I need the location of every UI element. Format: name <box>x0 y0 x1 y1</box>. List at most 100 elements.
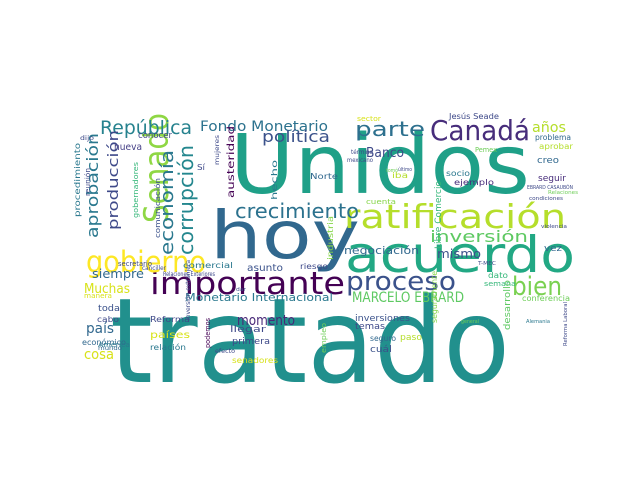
cloud-word: último <box>398 166 412 173</box>
cloud-word: dijo <box>80 135 94 142</box>
cloud-word: inversión extranjera <box>185 260 192 320</box>
cloud-word: mujeres <box>214 135 221 165</box>
cloud-word: término <box>351 149 373 156</box>
cloud-word: seguro <box>370 334 396 343</box>
cloud-word: seguir <box>538 174 566 184</box>
cloud-word: economía <box>157 150 178 255</box>
cloud-word: EBRARD CASAUBÓN <box>527 184 573 191</box>
cloud-word: temas <box>355 322 385 332</box>
cloud-word: comunicación <box>154 178 162 238</box>
cloud-word: mismo <box>437 247 481 261</box>
cloud-word: nueva <box>114 142 142 153</box>
cloud-word: socio <box>446 169 470 178</box>
cloud-word: aprobar <box>539 142 574 151</box>
cloud-word: proceso <box>346 267 456 297</box>
cloud-word: Jesús Seade <box>448 112 499 121</box>
cloud-word: paso <box>400 333 422 343</box>
cloud-word: corrupción <box>174 145 198 255</box>
cloud-word: conferencia <box>522 294 570 303</box>
cloud-word: siempre <box>92 267 144 281</box>
cloud-word: inversión <box>430 227 528 246</box>
cloud-word: condiciones <box>529 196 563 202</box>
cloud-word: dato <box>488 271 508 280</box>
cloud-word: manera <box>84 292 112 300</box>
cloud-word: ratificación <box>344 197 566 236</box>
cloud-word: bien <box>512 272 562 302</box>
cloud-word: reunión <box>84 168 92 196</box>
cloud-word: Relaciones <box>548 190 578 196</box>
cloud-word: cabo <box>97 315 119 324</box>
cloud-word: senadores <box>232 356 278 365</box>
cloud-word: crecimiento <box>235 199 359 223</box>
cloud-word: primera <box>232 337 270 347</box>
cloud-word: años <box>532 120 566 136</box>
cloud-word: conocer <box>138 131 172 141</box>
cloud-word: hecho <box>270 160 279 200</box>
cloud-word: procedimiento <box>73 143 82 217</box>
cloud-word: desarrollo <box>503 279 513 330</box>
cloud-word: tomó <box>386 167 398 174</box>
cloud-word: económico <box>82 337 126 347</box>
cloud-word: creo <box>537 156 560 166</box>
cloud-word: MARCELO EBRARD <box>352 290 464 306</box>
cloud-word: negociación <box>344 244 419 257</box>
cloud-word: vez <box>544 244 562 254</box>
cloud-word: Unidos <box>230 118 530 213</box>
cloud-word: cuenta <box>366 198 396 206</box>
cloud-word: acuerdo <box>345 226 575 284</box>
cloud-word: parte <box>355 117 425 141</box>
cloud-word: asunto <box>247 263 283 274</box>
cloud-word: aprobación <box>83 133 102 238</box>
cloud-word: República <box>100 117 192 139</box>
cloud-word: empleo <box>320 323 328 353</box>
cloud-word: iba <box>392 171 408 180</box>
cloud-word: riesgo <box>300 262 328 271</box>
cloud-word: dar <box>236 287 247 293</box>
cloud-word: Pemex <box>475 146 497 154</box>
cloud-word: Senado <box>137 113 177 223</box>
cloud-word: Fondo Monetario <box>200 119 328 135</box>
cloud-word: mundo <box>98 345 122 352</box>
cloud-word: Alemania <box>526 319 550 325</box>
cloud-word: Norte <box>310 172 338 181</box>
cloud-word: ejemplo <box>454 178 494 187</box>
cloud-word: toda <box>98 304 120 314</box>
cloud-word: canciller <box>142 265 166 272</box>
cloud-word: Monetario Internacional <box>185 291 333 304</box>
cloud-word: hoy <box>210 197 360 274</box>
cloud-word: gobierno <box>86 245 206 279</box>
cloud-word: países <box>150 329 190 341</box>
cloud-word: T-MEC <box>477 261 497 267</box>
cloud-word: Relaciones Exteriores <box>163 271 215 278</box>
cloud-word: general <box>461 319 479 325</box>
cloud-word: momento <box>237 313 295 329</box>
cloud-word: seguramente <box>430 271 439 323</box>
cloud-word: cuál <box>370 345 392 355</box>
cloud-word: gobernadores <box>132 162 140 218</box>
cloud-word: efecto <box>215 348 235 355</box>
cloud-word: semana <box>484 280 516 288</box>
cloud-word: Reforma Laboral <box>563 302 569 346</box>
cloud-word: política <box>262 127 330 146</box>
cloud-word: problema <box>535 133 571 142</box>
cloud-word: importante <box>150 266 345 302</box>
cloud-word: secretario <box>118 260 152 268</box>
cloud-word: Libre Comercio <box>434 181 444 249</box>
cloud-word: producción <box>106 130 122 230</box>
cloud-word: Sí <box>197 163 206 172</box>
cloud-word: industria <box>326 216 335 260</box>
cloud-word: podemos <box>204 318 212 348</box>
cloud-word: Canadá <box>430 114 530 147</box>
cloud-word: mexicano <box>347 157 373 164</box>
cloud-word: país <box>86 321 114 337</box>
cloud-word: sector <box>357 115 381 123</box>
cloud-word: tratado <box>110 272 510 410</box>
cloud-word: inversiones <box>355 314 410 324</box>
cloud-word: austeridad <box>226 126 237 198</box>
cloud-word: cosa <box>84 347 114 363</box>
cloud-word: violencia <box>541 224 567 230</box>
cloud-word: Reforma <box>150 315 190 324</box>
cloud-word: llegar <box>230 325 266 335</box>
cloud-word: América <box>98 341 130 349</box>
